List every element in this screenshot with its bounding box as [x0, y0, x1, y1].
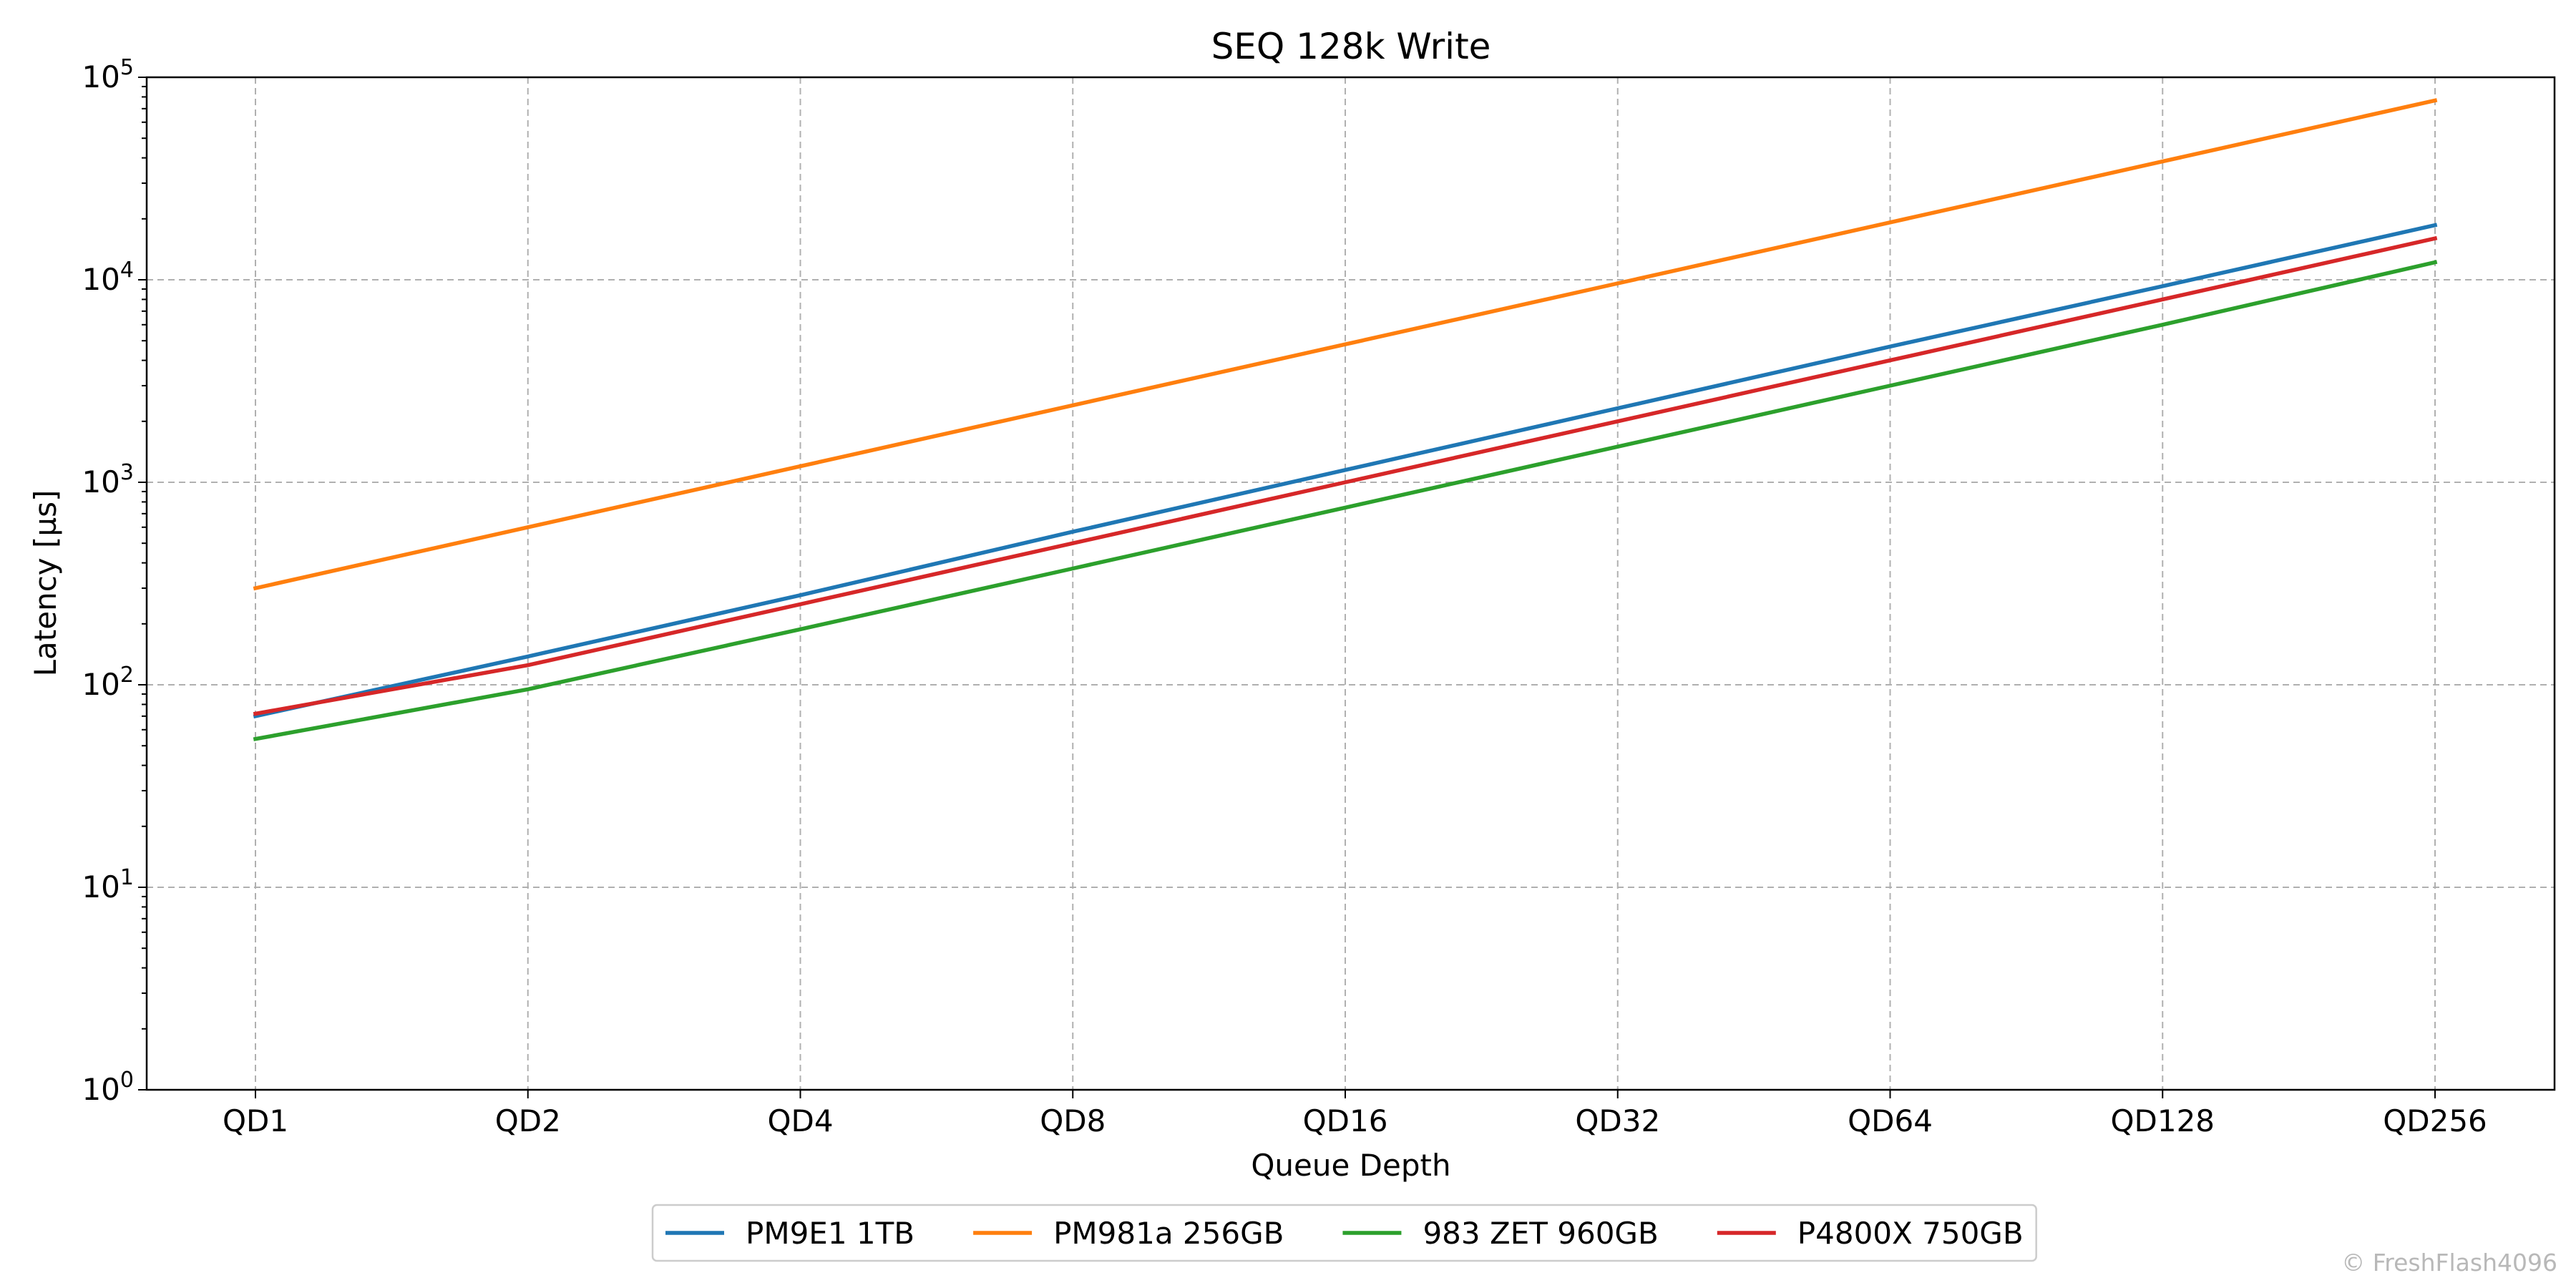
y-tick-label-base: 10: [82, 1072, 119, 1107]
x-tick-label: QD4: [767, 1103, 833, 1138]
y-tick-label-exponent: 1: [120, 865, 134, 890]
x-tick-label: QD8: [1040, 1103, 1106, 1138]
y-tick-label-exponent: 5: [120, 55, 134, 80]
y-tick-label-base: 10: [82, 464, 119, 499]
y-tick-label: 102: [82, 663, 134, 702]
y-tick-label-base: 10: [82, 667, 119, 702]
y-tick-label: 101: [82, 865, 134, 904]
x-tick-label: QD2: [495, 1103, 561, 1138]
y-tick-label-exponent: 3: [120, 460, 134, 485]
y-tick-label: 104: [82, 258, 134, 297]
y-tick-label: 100: [82, 1068, 134, 1107]
series-line: [253, 235, 2438, 716]
x-tick-label: QD256: [2383, 1103, 2487, 1138]
y-tick-label-base: 10: [82, 262, 119, 297]
x-tick-label: QD64: [1848, 1103, 1933, 1138]
x-tick-label: QD16: [1303, 1103, 1388, 1138]
y-tick-label-base: 10: [82, 869, 119, 904]
series-line: [253, 260, 2438, 741]
y-tick-label-exponent: 0: [120, 1068, 134, 1093]
x-tick-label: QD128: [2110, 1103, 2215, 1138]
x-tick-label: QD32: [1575, 1103, 1660, 1138]
y-tick-label-base: 10: [82, 59, 119, 94]
grid: [147, 77, 2555, 1090]
legend-label: PM9E1 1TB: [746, 1216, 914, 1251]
y-tick-label: 103: [82, 460, 134, 499]
legend-label: PM981a 256GB: [1053, 1216, 1284, 1251]
x-tick-label: QD1: [223, 1103, 288, 1138]
legend-label: P4800X 750GB: [1797, 1216, 2024, 1251]
y-tick-label-exponent: 4: [120, 258, 134, 283]
legend-label: 983 ZET 960GB: [1423, 1216, 1658, 1251]
plot-area-frame: [145, 76, 2556, 1091]
y-tick-label: 105: [82, 55, 134, 94]
watermark: © FreshFlash4096: [2341, 1249, 2557, 1277]
x-axis-title: Queue Depth: [1251, 1148, 1450, 1183]
series-line: [253, 98, 2438, 591]
series-line: [253, 223, 2438, 719]
y-axis-title: Latency [µs]: [28, 490, 63, 677]
series-lines: [253, 98, 2438, 741]
chart-title: SEQ 128k Write: [1211, 26, 1491, 67]
y-tick-label-exponent: 2: [120, 663, 134, 688]
legend: PM9E1 1TB PM981a 256GB 983 ZET 960GB P4800X…: [651, 1204, 2037, 1262]
